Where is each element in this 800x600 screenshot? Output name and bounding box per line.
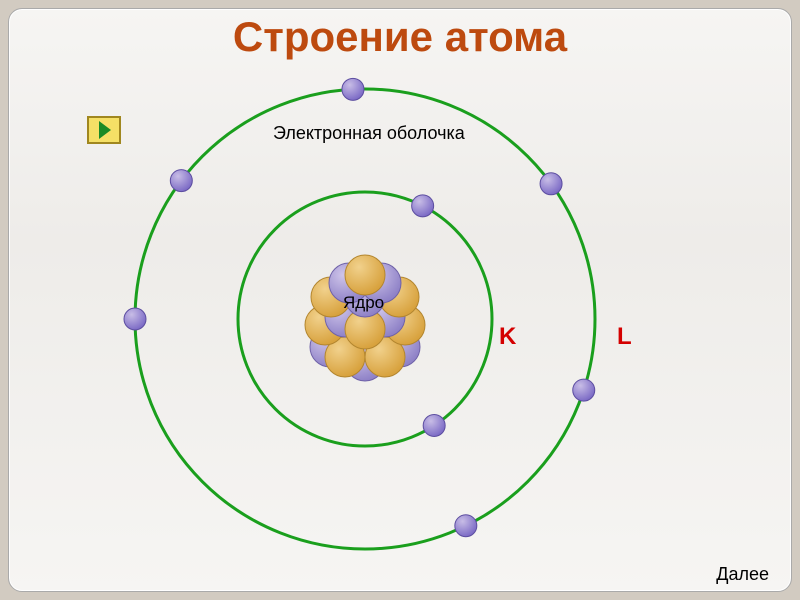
next-button[interactable]: Далее [716,564,769,585]
electron [170,170,192,192]
electron [412,195,434,217]
slide-frame: Строение атома Электронная оболочка Ядро… [8,8,792,592]
electron [573,379,595,401]
electron [423,415,445,437]
electron-shell-label: Электронная оболочка [273,123,465,144]
shell-k-label: K [499,323,516,351]
electron [124,308,146,330]
atom-diagram [9,9,793,593]
electron [455,515,477,537]
nucleus-label: Ядро [343,293,384,313]
electron [342,78,364,100]
electron [540,173,562,195]
shell-l-label: L [617,323,632,351]
proton [345,255,385,295]
